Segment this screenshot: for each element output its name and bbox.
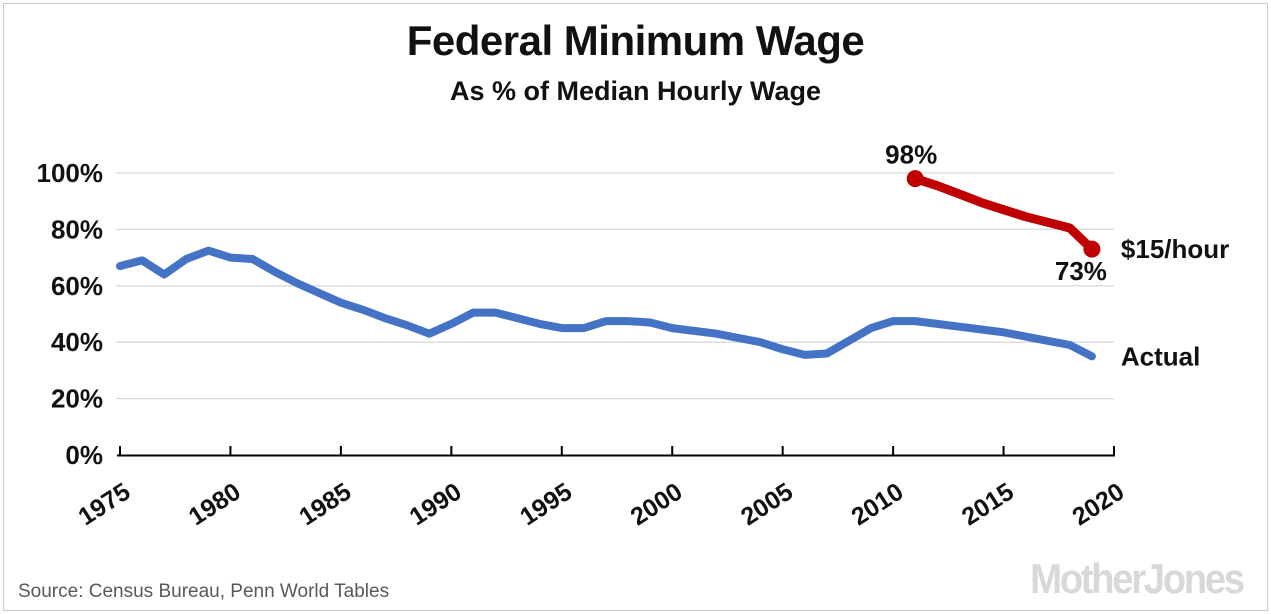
y-tick-label: 0% bbox=[65, 440, 103, 470]
annotation--15-hour: $15/hour bbox=[1121, 234, 1229, 264]
source-note: Source: Census Bureau, Penn World Tables bbox=[18, 581, 390, 602]
x-tick-label: 2005 bbox=[736, 478, 798, 532]
x-tick-label: 1980 bbox=[184, 478, 246, 532]
x-tick-label: 2015 bbox=[957, 478, 1019, 532]
annotation-98-: 98% bbox=[885, 140, 937, 170]
series-line-actual bbox=[116, 246, 1096, 361]
x-tick-label: 1975 bbox=[73, 478, 135, 532]
motherjones-logo: MotherJones bbox=[1030, 556, 1245, 603]
chart-title: Federal Minimum Wage bbox=[406, 17, 865, 64]
x-tick-label: 1990 bbox=[405, 478, 467, 532]
y-tick-label: 20% bbox=[51, 384, 103, 414]
annotation-actual: Actual bbox=[1121, 341, 1200, 371]
y-tick-label: 100% bbox=[37, 158, 104, 188]
x-tick-label: 2010 bbox=[846, 478, 908, 532]
y-tick-label: 80% bbox=[51, 214, 103, 244]
chart-subtitle: As % of Median Hourly Wage bbox=[449, 76, 822, 106]
x-tick-label: 1985 bbox=[294, 478, 356, 532]
x-tick-label: 2000 bbox=[626, 478, 688, 532]
series-endpoint-dot bbox=[1083, 240, 1101, 258]
x-tick-label: 2020 bbox=[1067, 478, 1129, 532]
x-tick-label: 1995 bbox=[515, 478, 577, 532]
annotation-73-: 73% bbox=[1055, 256, 1107, 286]
y-tick-label: 40% bbox=[51, 327, 103, 357]
series-endpoint-dot bbox=[906, 170, 924, 188]
series-line-15hr bbox=[910, 174, 1097, 254]
y-tick-label: 60% bbox=[51, 271, 103, 301]
